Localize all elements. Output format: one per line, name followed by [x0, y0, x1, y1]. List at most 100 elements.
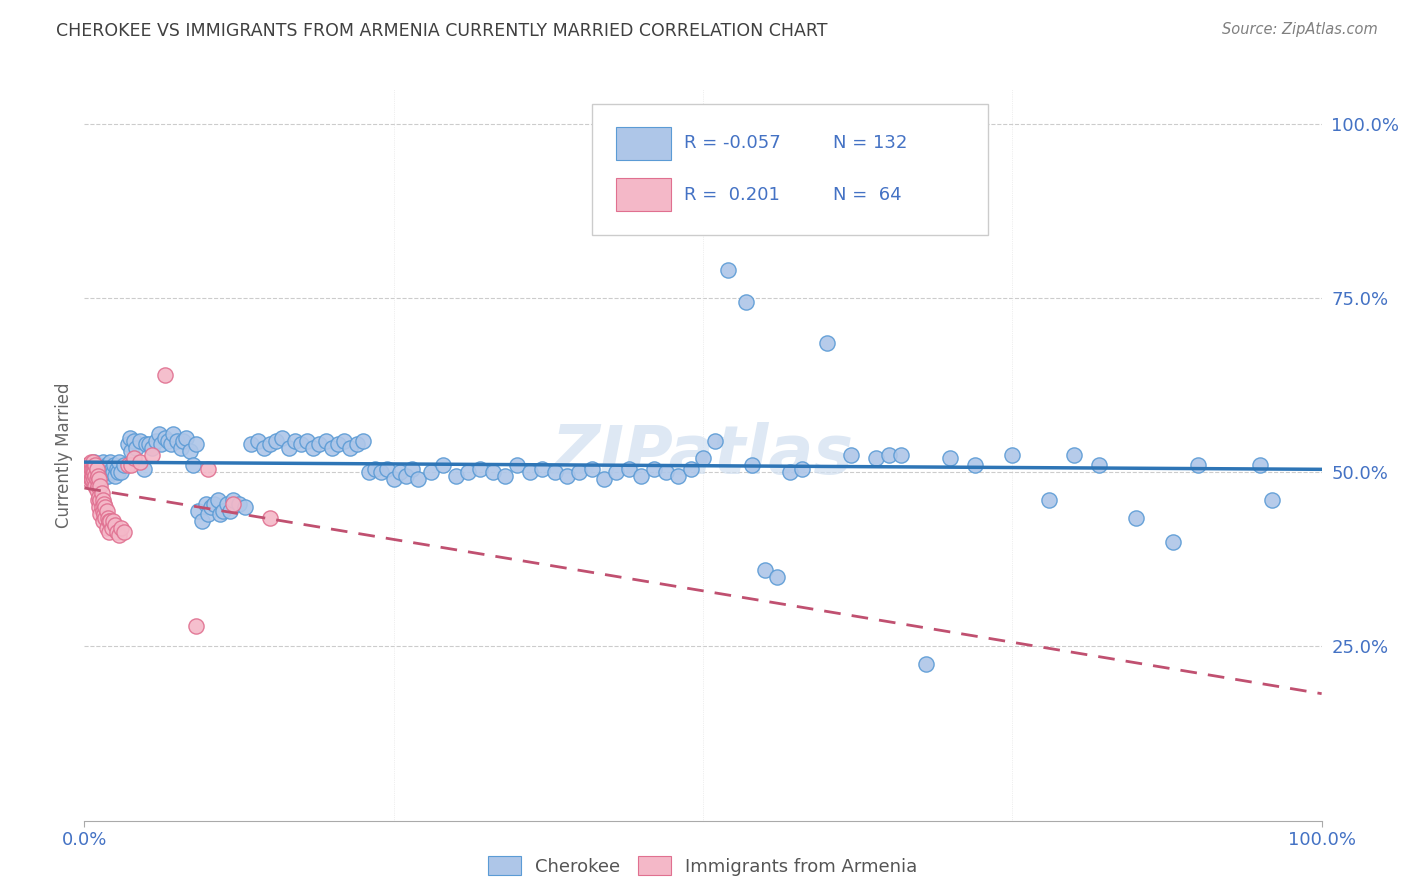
Y-axis label: Currently Married: Currently Married	[55, 382, 73, 528]
Point	[321, 441, 343, 455]
Point	[98, 514, 121, 528]
Text: R =  0.201: R = 0.201	[685, 186, 780, 203]
Point	[543, 466, 565, 480]
Point	[84, 468, 107, 483]
Point	[79, 455, 101, 469]
Point	[207, 493, 229, 508]
Point	[222, 497, 245, 511]
Point	[162, 427, 184, 442]
Point	[117, 437, 139, 451]
Point	[83, 472, 105, 486]
Point	[200, 500, 222, 515]
Point	[77, 472, 100, 486]
Point	[506, 458, 529, 473]
Point	[105, 524, 128, 539]
Point	[352, 434, 374, 448]
Point	[98, 514, 121, 528]
Point	[89, 500, 111, 515]
Point	[741, 458, 763, 473]
Point	[86, 462, 108, 476]
Point	[666, 468, 689, 483]
Point	[1187, 458, 1209, 473]
Point	[90, 486, 112, 500]
Point	[105, 462, 128, 476]
Point	[90, 500, 112, 515]
Point	[284, 434, 307, 448]
Point	[98, 524, 121, 539]
Point	[692, 451, 714, 466]
Point	[184, 618, 207, 632]
Point	[89, 479, 111, 493]
Point	[87, 468, 110, 483]
Point	[122, 451, 145, 466]
Point	[184, 437, 207, 451]
Point	[519, 466, 541, 480]
Point	[326, 437, 349, 451]
FancyBboxPatch shape	[616, 127, 671, 161]
Point	[219, 503, 242, 517]
Point	[212, 503, 235, 517]
Point	[259, 437, 281, 451]
Point	[172, 434, 194, 448]
Point	[339, 441, 361, 455]
Point	[1001, 448, 1024, 462]
Point	[408, 472, 430, 486]
Point	[222, 493, 245, 508]
Point	[166, 434, 188, 448]
Point	[103, 458, 125, 473]
Point	[83, 462, 105, 476]
Point	[89, 493, 111, 508]
Point	[91, 493, 114, 508]
Point	[79, 458, 101, 473]
Point	[655, 466, 678, 480]
Point	[89, 490, 111, 504]
FancyBboxPatch shape	[592, 103, 987, 235]
Point	[79, 462, 101, 476]
Point	[91, 514, 114, 528]
Point	[122, 434, 145, 448]
Point	[94, 510, 117, 524]
FancyBboxPatch shape	[616, 178, 671, 211]
Point	[209, 507, 232, 521]
Point	[100, 521, 122, 535]
Point	[277, 441, 299, 455]
Point	[82, 455, 104, 469]
Point	[555, 468, 578, 483]
Point	[723, 204, 745, 219]
Point	[1261, 493, 1284, 508]
Point	[104, 468, 127, 483]
Point	[80, 472, 103, 486]
Text: ZIPatlas: ZIPatlas	[553, 422, 853, 488]
Text: R = -0.057: R = -0.057	[685, 135, 782, 153]
Point	[264, 434, 287, 448]
Point	[965, 458, 987, 473]
Point	[914, 657, 936, 671]
Point	[890, 448, 912, 462]
Point	[93, 497, 115, 511]
Point	[79, 472, 101, 486]
Point	[531, 462, 554, 476]
Point	[108, 528, 131, 542]
Point	[197, 462, 219, 476]
Point	[84, 462, 107, 476]
Point	[94, 500, 117, 515]
Point	[77, 462, 100, 476]
Point	[101, 514, 124, 528]
Point	[617, 462, 640, 476]
Point	[1088, 458, 1111, 473]
Point	[346, 437, 368, 451]
Point	[717, 263, 740, 277]
Point	[120, 430, 142, 444]
Point	[89, 462, 111, 476]
Point	[259, 510, 281, 524]
Point	[630, 468, 652, 483]
Point	[160, 437, 183, 451]
Point	[1125, 510, 1147, 524]
Point	[91, 455, 114, 469]
Point	[395, 468, 418, 483]
Point	[104, 517, 127, 532]
Text: Source: ZipAtlas.com: Source: ZipAtlas.com	[1222, 22, 1378, 37]
Point	[86, 483, 108, 497]
Point	[419, 466, 441, 480]
Point	[141, 441, 163, 455]
